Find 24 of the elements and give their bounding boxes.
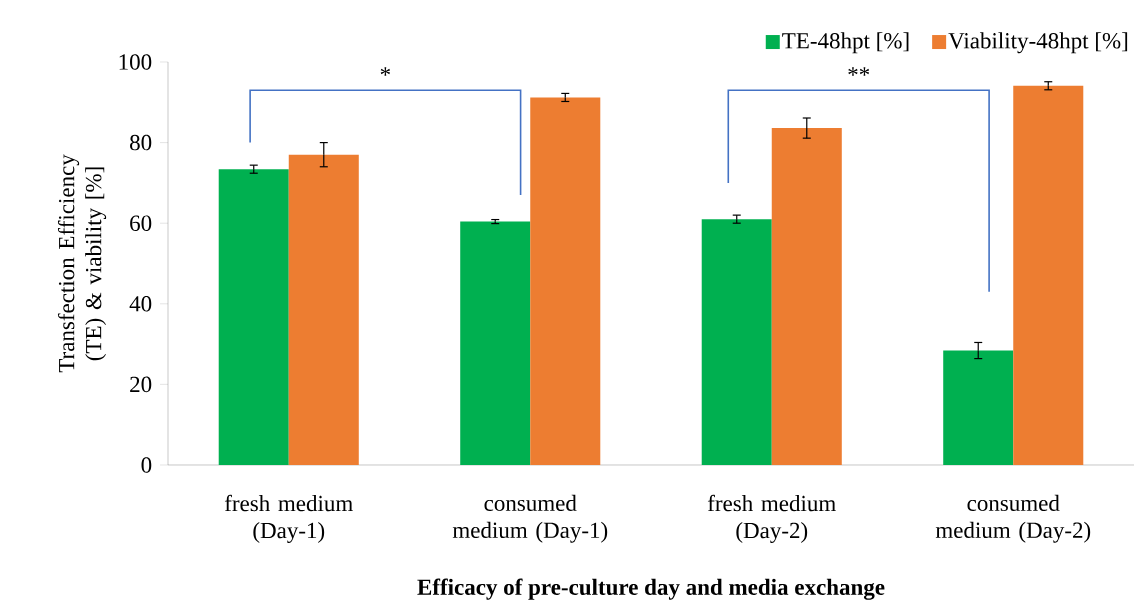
bar xyxy=(1013,85,1084,465)
x-tick-label: fresh medium (Day-1) xyxy=(224,494,353,544)
y-tick-label: 40 xyxy=(129,296,152,312)
x-tick-label: consumed medium (Day-1) xyxy=(452,494,608,543)
bar xyxy=(771,128,842,465)
annotation: * xyxy=(380,67,391,76)
y-tick-label: 80 xyxy=(130,134,152,151)
bar xyxy=(288,154,359,465)
x-tick-label: fresh medium (Day-2) xyxy=(707,494,836,544)
legend-label: TE-48hpt [%] xyxy=(782,32,909,54)
x-axis-title: Efficacy of pre-culture day and media exchange xyxy=(417,578,885,600)
bar xyxy=(460,221,531,465)
x-tick-label: consumed medium (Day-2) xyxy=(935,494,1091,543)
y-tick-label: 0 xyxy=(141,457,152,473)
y-tick-label: 20 xyxy=(130,376,152,393)
y-tick-label: 60 xyxy=(130,215,152,231)
y-axis-title: Transfection Efficiency (TE) & viability [%] xyxy=(57,154,107,373)
annotation: ** xyxy=(848,67,870,76)
bar xyxy=(530,97,601,465)
bar xyxy=(943,350,1014,465)
bar xyxy=(701,219,772,465)
legend-label: Viability-48hpt [%] xyxy=(948,32,1128,54)
bar xyxy=(218,169,289,465)
y-tick-label: 100 xyxy=(119,54,152,70)
